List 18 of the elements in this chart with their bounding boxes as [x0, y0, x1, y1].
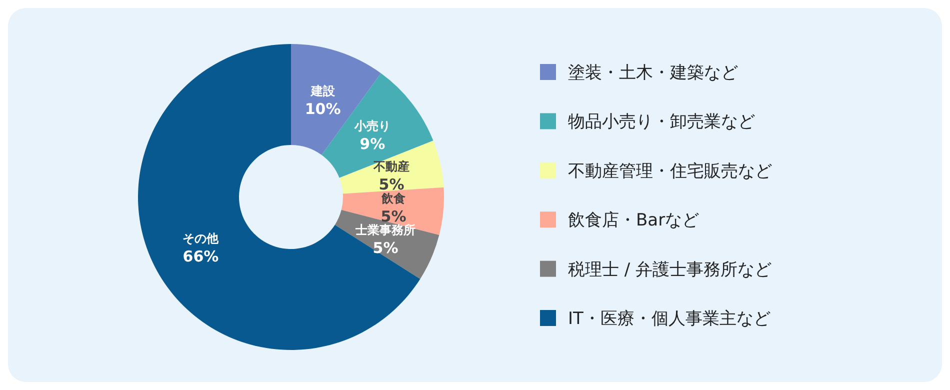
- text: 建設: [310, 84, 335, 98]
- legend-label: 物品小売り・卸売業など: [568, 112, 755, 132]
- text: 小売り: [354, 118, 390, 133]
- text: 飲食: [382, 192, 406, 206]
- legend-label: 税理士 / 弁護士事務所など: [568, 260, 772, 280]
- data-label: 5%: [378, 176, 404, 194]
- legend-label: 飲食店・Barなど: [568, 210, 700, 231]
- legend-label: IT・医療・個人事業主など: [568, 309, 770, 329]
- data-label: 10%: [304, 100, 341, 118]
- text: 士業事務所: [356, 222, 416, 237]
- donut-slice: [138, 44, 420, 350]
- data-label: 66%: [182, 248, 219, 266]
- text: 不動産: [374, 160, 410, 174]
- legend-label: 塗装・土木・建築など: [568, 63, 738, 83]
- text: その他: [182, 232, 219, 246]
- data-label: 9%: [360, 134, 386, 153]
- legend-label: 不動産管理・住宅販売など: [568, 161, 772, 182]
- data-label: 5%: [372, 238, 398, 257]
